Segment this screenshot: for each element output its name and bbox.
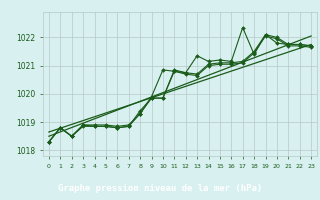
Text: Graphe pression niveau de la mer (hPa): Graphe pression niveau de la mer (hPa) — [58, 184, 262, 193]
